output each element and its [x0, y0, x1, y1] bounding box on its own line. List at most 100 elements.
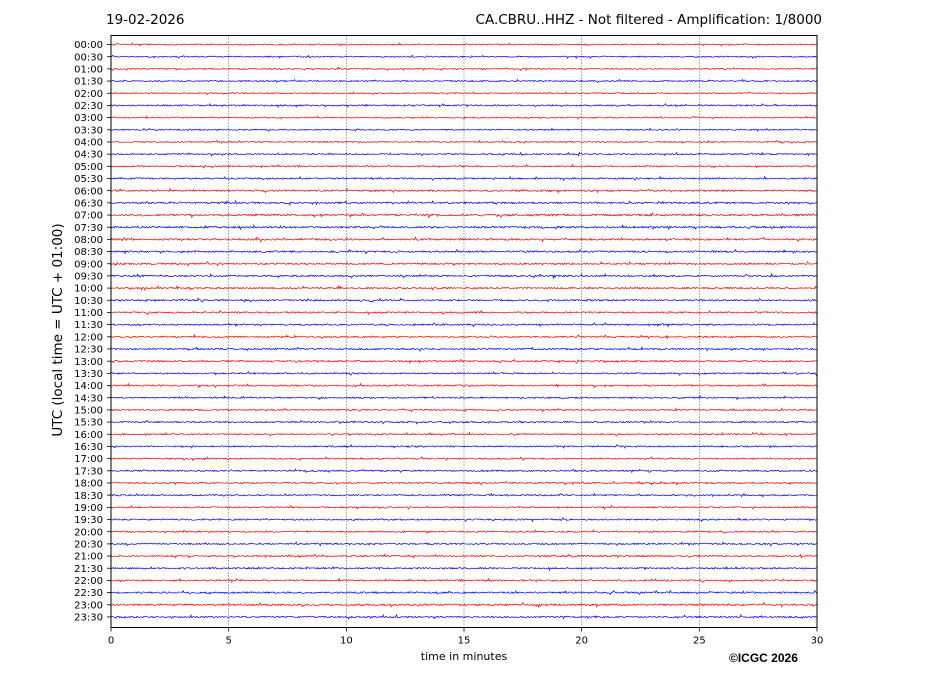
y-tick-label: 13:00 — [74, 357, 103, 368]
trace-2000 — [110, 529, 818, 535]
y-tick-label: 04:30 — [74, 150, 103, 161]
trace-0730 — [110, 224, 818, 231]
y-tick-label: 16:00 — [74, 430, 103, 441]
trace-1630 — [110, 443, 818, 449]
y-tick-label: 11:30 — [74, 320, 103, 331]
y-tick-label: 12:00 — [74, 332, 103, 343]
y-tick-label: 01:30 — [74, 77, 103, 88]
plot-title: CA.CBRU..HHZ - Not filtered - Amplificat… — [475, 12, 822, 28]
trace-0400 — [110, 139, 818, 144]
trace-1030 — [110, 297, 818, 303]
y-tick-label: 09:30 — [74, 272, 103, 283]
seismogram-traces — [110, 42, 818, 620]
trace-1230 — [110, 345, 818, 352]
y-tick-label: 17:30 — [74, 466, 103, 477]
trace-0200 — [110, 91, 818, 96]
trace-1800 — [110, 480, 818, 486]
trace-0900 — [110, 260, 818, 267]
trace-0100 — [110, 66, 818, 72]
trace-2130 — [110, 566, 818, 572]
y-tick-label: 03:00 — [74, 113, 103, 124]
trace-1200 — [110, 333, 818, 341]
y-tick-label: 19:00 — [74, 503, 103, 514]
y-tick-label: 21:30 — [74, 564, 103, 575]
y-tick-label: 10:00 — [74, 284, 103, 295]
trace-0430 — [110, 151, 818, 157]
y-tick-label: 06:30 — [74, 198, 103, 209]
y-tick-label: 21:00 — [74, 552, 103, 563]
y-tick-label: 06:00 — [74, 186, 103, 197]
trace-0530 — [110, 175, 818, 182]
y-tick-label: 00:00 — [74, 40, 103, 51]
trace-0630 — [110, 199, 818, 206]
y-tick-label: 04:00 — [74, 138, 103, 149]
trace-0230 — [110, 102, 818, 109]
y-tick-label: 07:30 — [74, 223, 103, 234]
y-tick-label: 17:00 — [74, 454, 103, 465]
y-tick-label: 07:00 — [74, 211, 103, 222]
y-tick-label: 18:30 — [74, 491, 103, 502]
trace-0700 — [110, 212, 818, 219]
y-tick-label: 19:30 — [74, 515, 103, 526]
x-tick-label: 20 — [575, 636, 588, 647]
x-tick-label: 15 — [458, 636, 471, 647]
plot-frame — [110, 35, 818, 628]
x-tick-label: 10 — [340, 636, 353, 647]
y-tick-label: 09:00 — [74, 259, 103, 270]
plot-date: 19-02-2026 — [106, 12, 185, 28]
y-tick-label: 14:30 — [74, 393, 103, 404]
trace-1830 — [110, 492, 818, 498]
y-tick-label: 16:30 — [74, 442, 103, 453]
y-tick-label: 22:00 — [74, 576, 103, 587]
trace-0500 — [110, 163, 818, 169]
y-tick-label: 00:30 — [74, 52, 103, 63]
y-tick-label: 01:00 — [74, 64, 103, 75]
y-axis-label: UTC (local time = UTC + 01:00) — [50, 223, 66, 437]
trace-0930 — [110, 272, 818, 280]
y-tick-label: 18:00 — [74, 479, 103, 490]
trace-1730 — [110, 468, 818, 474]
trace-0030 — [110, 54, 818, 60]
x-tick-label: 25 — [693, 636, 706, 647]
x-axis-label: time in minutes — [420, 650, 508, 663]
y-tick-label: 02:00 — [74, 89, 103, 100]
trace-1500 — [110, 407, 818, 413]
trace-2200 — [110, 577, 818, 584]
copyright-credit: ©ICGC 2026 — [729, 651, 798, 665]
trace-1400 — [110, 382, 818, 389]
trace-2230 — [110, 589, 818, 596]
x-axis-ticks: 0 5 10 15 20 25 30 — [108, 627, 823, 647]
y-tick-label: 02:30 — [74, 101, 103, 112]
trace-2300 — [110, 601, 818, 609]
trace-0000 — [110, 42, 818, 47]
trace-1900 — [110, 504, 818, 510]
trace-1530 — [110, 419, 818, 425]
trace-0600 — [110, 187, 818, 194]
trace-2100 — [110, 553, 818, 559]
trace-1330 — [110, 370, 818, 376]
trace-0330 — [110, 127, 818, 132]
y-tick-label: 23:30 — [74, 613, 103, 624]
trace-1300 — [110, 358, 818, 365]
trace-1130 — [110, 321, 818, 328]
trace-0130 — [110, 78, 818, 84]
trace-1430 — [110, 395, 818, 401]
y-tick-label: 11:00 — [74, 308, 103, 319]
y-tick-label: 22:30 — [74, 588, 103, 599]
y-tick-label: 15:00 — [74, 406, 103, 417]
trace-0830 — [110, 248, 818, 255]
trace-0800 — [110, 236, 818, 243]
y-tick-label: 20:00 — [74, 527, 103, 538]
trace-2330 — [110, 613, 818, 620]
y-tick-label: 05:00 — [74, 162, 103, 173]
trace-1000 — [110, 284, 818, 291]
y-tick-label: 13:30 — [74, 369, 103, 380]
y-tick-label: 12:30 — [74, 345, 103, 356]
y-tick-label: 15:30 — [74, 418, 103, 429]
trace-1600 — [110, 431, 818, 437]
trace-1930 — [110, 517, 818, 523]
trace-1100 — [110, 309, 818, 316]
trace-0300 — [110, 115, 818, 120]
